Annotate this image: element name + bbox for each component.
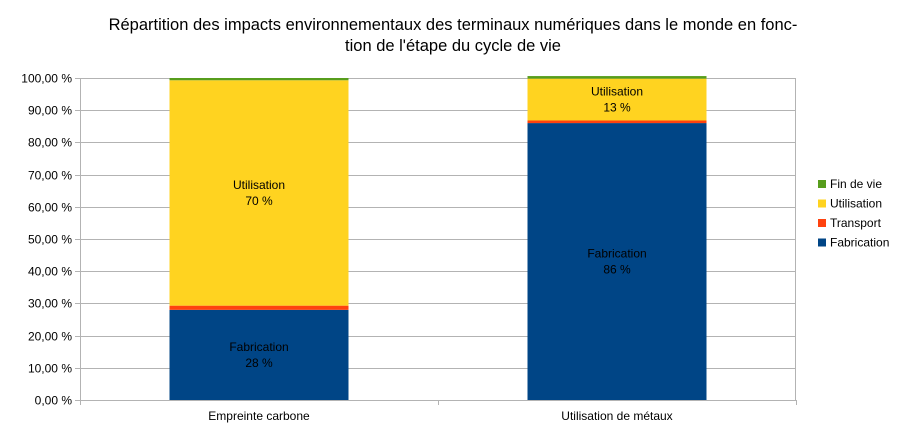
y-tick-label: 90,00 % — [28, 104, 72, 118]
data-label-series: Fabrication — [229, 340, 288, 354]
bar-segment-fin-de-vie — [169, 78, 349, 81]
y-tick-label: 20,00 % — [28, 330, 72, 344]
legend: Fin de vie Utilisation Transport Fabricatio… — [818, 177, 889, 250]
data-label-value: 70 % — [245, 194, 273, 208]
data-label-value: 28 % — [245, 356, 273, 370]
legend-swatch — [818, 199, 826, 208]
legend-label: Transport — [830, 216, 882, 230]
y-tick-label: 50,00 % — [28, 233, 72, 247]
y-tick-label: 30,00 % — [28, 297, 72, 311]
y-tick-label: 0,00 % — [35, 394, 73, 408]
y-tick-label: 40,00 % — [28, 265, 72, 279]
chart-title-line-2: tion de l'étape du cycle de vie — [345, 37, 561, 55]
chart-title-line-1: Répartition des impacts environnementaux… — [108, 16, 798, 34]
y-tick-label: 80,00 % — [28, 136, 72, 150]
bar-segment-fin-de-vie — [527, 76, 707, 79]
bars — [169, 76, 707, 400]
legend-swatch — [818, 219, 826, 227]
data-label-series: Utilisation — [233, 178, 285, 192]
legend-label: Fin de vie — [830, 177, 882, 191]
chart-title: Répartition des impacts environnementaux… — [0, 15, 906, 57]
bar-segment-utilisation — [527, 78, 707, 121]
data-label-series: Fabrication — [587, 247, 646, 261]
bar-segment-fabrication — [527, 123, 707, 400]
bar-segment-fabrication — [169, 309, 349, 400]
bar-segment-transport — [169, 305, 349, 310]
y-tick-label: 10,00 % — [28, 362, 72, 376]
x-category-label: Utilisation de métaux — [561, 409, 672, 423]
y-tick-label: 60,00 % — [28, 201, 72, 215]
axes: 0,00 % 10,00 % 20,00 % 30,00 % 40,00 % 50,00 … — [21, 72, 797, 423]
x-category-label: Empreinte carbone — [208, 409, 310, 423]
bar-segment-transport — [527, 120, 707, 124]
legend-swatch — [818, 238, 826, 247]
data-label-value: 86 % — [603, 263, 631, 277]
bar-segment-utilisation — [169, 80, 349, 306]
legend-label: Fabrication — [830, 236, 889, 250]
data-label-value: 13 % — [603, 101, 631, 115]
legend-swatch — [818, 180, 826, 188]
y-tick-label: 70,00 % — [28, 169, 72, 183]
legend-label: Utilisation — [830, 197, 882, 211]
y-tick-label: 100,00 % — [21, 72, 72, 86]
data-labels: Fabrication 28 % Utilisation 70 % Fabricatio… — [229, 85, 646, 370]
data-label-series: Utilisation — [591, 85, 643, 99]
